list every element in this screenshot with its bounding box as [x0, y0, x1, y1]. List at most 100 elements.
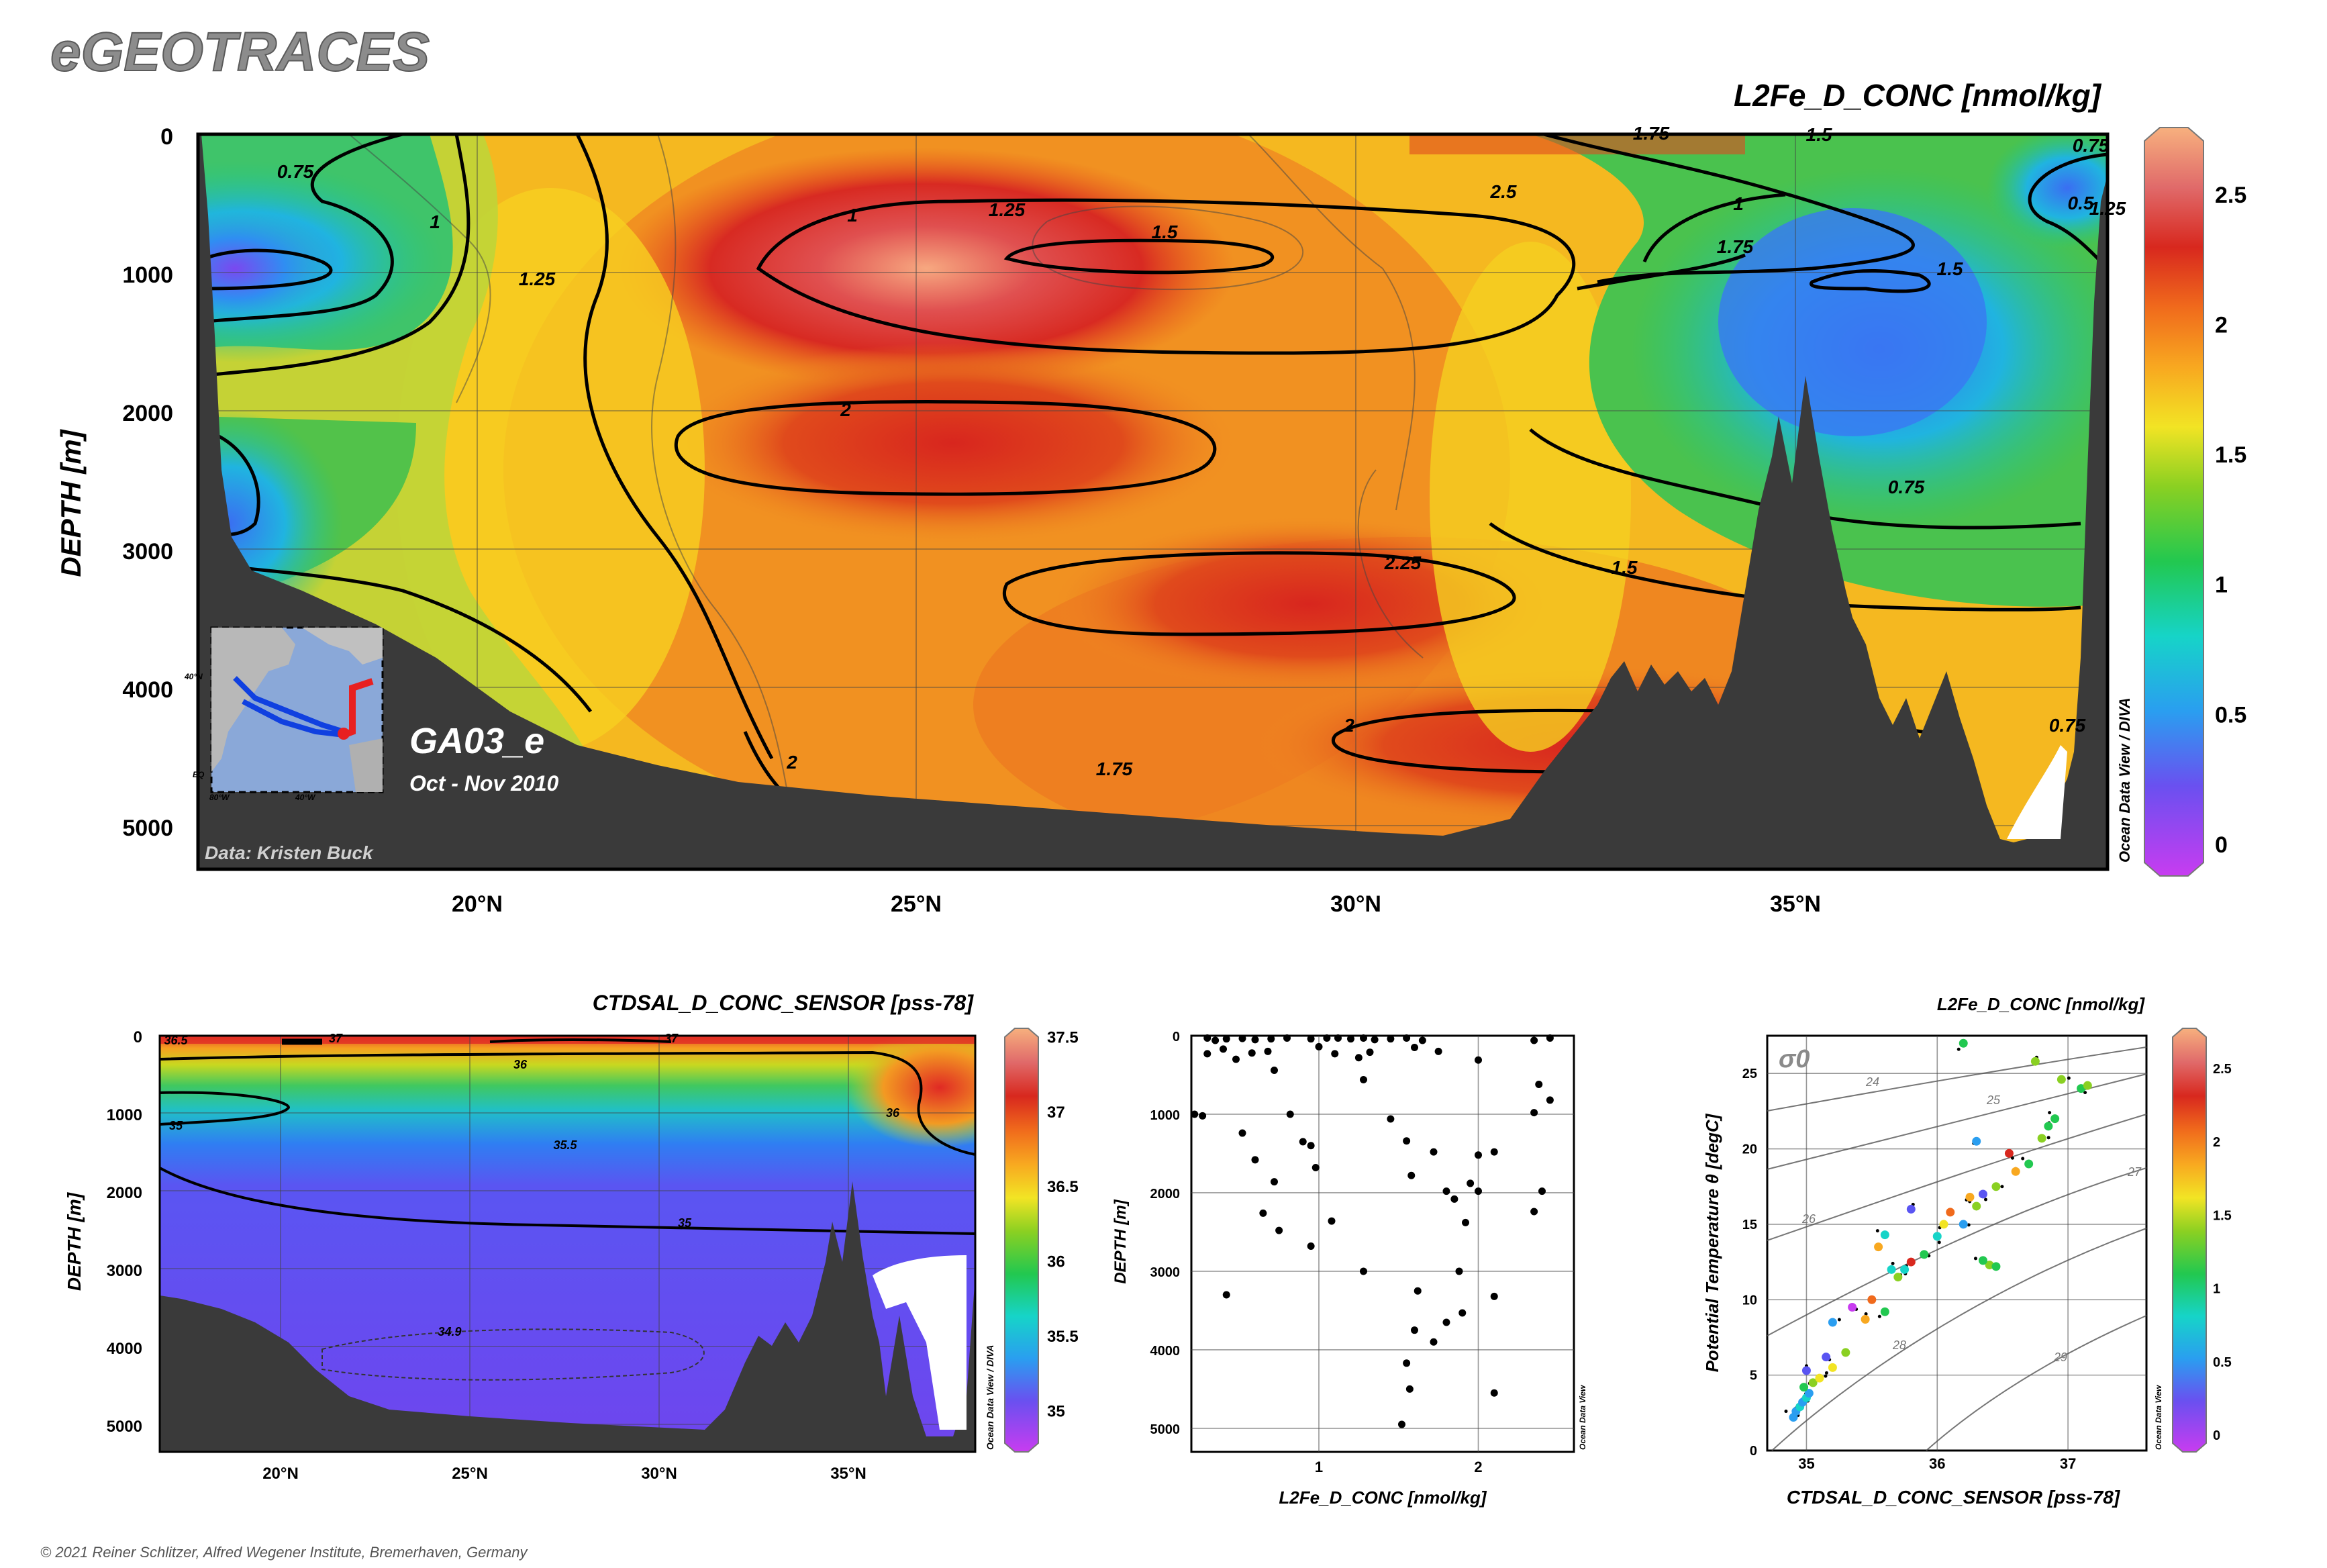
- ts-point: [1946, 1208, 1955, 1217]
- ts-xtick-0: 35: [1798, 1455, 1814, 1472]
- ts-ytick-5: 5: [1750, 1369, 1757, 1383]
- ts-point: [1828, 1318, 1837, 1327]
- contour-label-16: 0.75: [1888, 477, 1925, 497]
- profile-point: [1371, 1036, 1379, 1044]
- ts-point: [2030, 1057, 2040, 1066]
- main-ytick-3000: 3000: [122, 539, 173, 565]
- profile-point: [1199, 1112, 1207, 1120]
- ts-cbar-tick-4: 0.5: [2213, 1355, 2232, 1370]
- contour-label-11: 1.5: [1612, 557, 1638, 578]
- profile-point: [1307, 1242, 1315, 1251]
- salinity-title: CTDSAL_D_CONC_SENSOR [pss-78]: [593, 991, 975, 1015]
- profile-points: [1191, 1034, 1554, 1428]
- main-gridlines: [198, 134, 2108, 869]
- ts-point: [2044, 1122, 2053, 1131]
- ts-density-label-24: 24: [1865, 1075, 1879, 1089]
- profile-xtick-0: 1: [1315, 1459, 1323, 1475]
- profile-point: [1275, 1226, 1283, 1234]
- salinity-cbar-tick-1: 37: [1047, 1104, 1065, 1122]
- profile-point: [1407, 1171, 1416, 1179]
- main-xtick-0: 20°N: [452, 891, 503, 917]
- profile-point: [1398, 1420, 1405, 1428]
- ts-point: [2077, 1084, 2086, 1093]
- ts-colorbar: 2.5 2 1.5 1 0.5 0: [2172, 1028, 2232, 1453]
- profile-point: [1430, 1148, 1438, 1156]
- salinity-odv-credit: Ocean Data View / DIVA: [985, 1345, 995, 1450]
- contour-label-19: 1.25: [2089, 198, 2126, 219]
- ts-point: [1939, 1220, 1948, 1229]
- ts-point: [1991, 1182, 2001, 1191]
- ts-point: [1972, 1136, 1981, 1146]
- profile-point: [1307, 1142, 1315, 1150]
- profile-point: [1462, 1218, 1469, 1226]
- ts-gridlines: [1767, 1036, 2146, 1451]
- main-xtick-2: 30°N: [1330, 891, 1381, 917]
- contour-label-17: 0.5: [2068, 193, 2094, 213]
- salinity-ytick-0: 0: [134, 1028, 142, 1046]
- salinity-ytick-2000: 2000: [107, 1184, 142, 1202]
- ts-point: [1906, 1257, 1916, 1267]
- profile-point: [1366, 1048, 1374, 1057]
- profile-point: [1414, 1287, 1422, 1295]
- inset-label-lon-80: 80°W: [209, 793, 230, 802]
- salinity-cbar-tick-2: 36.5: [1047, 1178, 1079, 1196]
- ts-point: [1985, 1261, 1994, 1270]
- salinity-ytick-5000: 5000: [107, 1418, 142, 1436]
- profile-point: [1307, 1035, 1315, 1043]
- profile-point: [1203, 1050, 1211, 1058]
- profile-point: [1411, 1326, 1418, 1334]
- ts-cbar-tick-2: 1.5: [2213, 1208, 2232, 1223]
- date-label: Oct - Nov 2010: [409, 771, 559, 795]
- ts-point: [1804, 1389, 1814, 1398]
- profile-point: [1455, 1267, 1463, 1275]
- copyright: © 2021 Reiner Schlitzer, Alfred Wegener …: [40, 1544, 528, 1561]
- ts-ylabel: Potential Temperature θ [degC]: [1702, 1113, 1722, 1372]
- ts-xlabel: CTDSAL_D_CONC_SENSOR [pss-78]: [1787, 1487, 2121, 1508]
- ts-minor-dot: [1983, 1197, 1987, 1202]
- main-xtick-1: 25°N: [891, 891, 942, 917]
- salinity-section-plot: 36.5 37 37 36 35 35.5 36 35 34.9 0 1000 2000 3000 40…: [64, 991, 1079, 1483]
- profile-point: [1538, 1187, 1546, 1195]
- ts-minor-dot: [1973, 1257, 1977, 1261]
- main-ytick-4000: 4000: [122, 677, 173, 703]
- contour-label-22: 1.5: [1806, 124, 1832, 145]
- salinity-ytick-1000: 1000: [107, 1106, 142, 1124]
- profile-point: [1418, 1036, 1426, 1044]
- salinity-contour-label-8: 34.9: [438, 1325, 461, 1338]
- ts-ytick-15: 15: [1742, 1218, 1757, 1232]
- ts-point: [2037, 1134, 2046, 1143]
- salinity-cbar-tick-4: 35.5: [1047, 1328, 1079, 1346]
- profile-point: [1323, 1034, 1331, 1042]
- ts-point: [1887, 1265, 1896, 1274]
- contour-label-10: 2: [786, 752, 797, 773]
- ts-point: [1893, 1273, 1903, 1282]
- profile-point: [1311, 1164, 1320, 1172]
- main-ytick-2000: 2000: [122, 401, 173, 426]
- profile-point: [1442, 1318, 1450, 1326]
- main-odv-credit: Ocean Data View / DIVA: [2116, 697, 2133, 863]
- profile-point: [1286, 1110, 1294, 1118]
- ts-point: [1965, 1192, 1975, 1202]
- profile-xtick-1: 2: [1474, 1459, 1482, 1475]
- main-xtick-3: 35°N: [1770, 891, 1821, 917]
- ts-point: [2011, 1167, 2020, 1176]
- ts-ytick-10: 10: [1742, 1293, 1757, 1308]
- ts-minor-dot: [1891, 1261, 1895, 1265]
- profile-point: [1490, 1148, 1498, 1156]
- thick-contours: [198, 134, 2108, 828]
- inset-label-lat: 40°N: [184, 672, 203, 681]
- contour-label-14: 1.5: [1937, 258, 1963, 279]
- profile-point: [1259, 1209, 1267, 1217]
- profile-point: [1458, 1309, 1467, 1317]
- profile-point: [1490, 1292, 1498, 1300]
- main-cbar-tick-5: 0: [2215, 832, 2228, 858]
- ts-point: [1900, 1265, 1910, 1274]
- ts-minor-dot: [2083, 1091, 2087, 1095]
- salinity-contour-label-1: 37: [329, 1032, 343, 1045]
- profile-point: [1475, 1056, 1482, 1064]
- contour-label-15: 1: [1733, 193, 1744, 214]
- contour-label-13: 1.75: [1717, 236, 1754, 257]
- contour-label-20: 0.75: [2073, 135, 2110, 156]
- profile-ytick-5000: 5000: [1150, 1422, 1181, 1437]
- ts-odv-credit: Ocean Data View: [2154, 1385, 2163, 1450]
